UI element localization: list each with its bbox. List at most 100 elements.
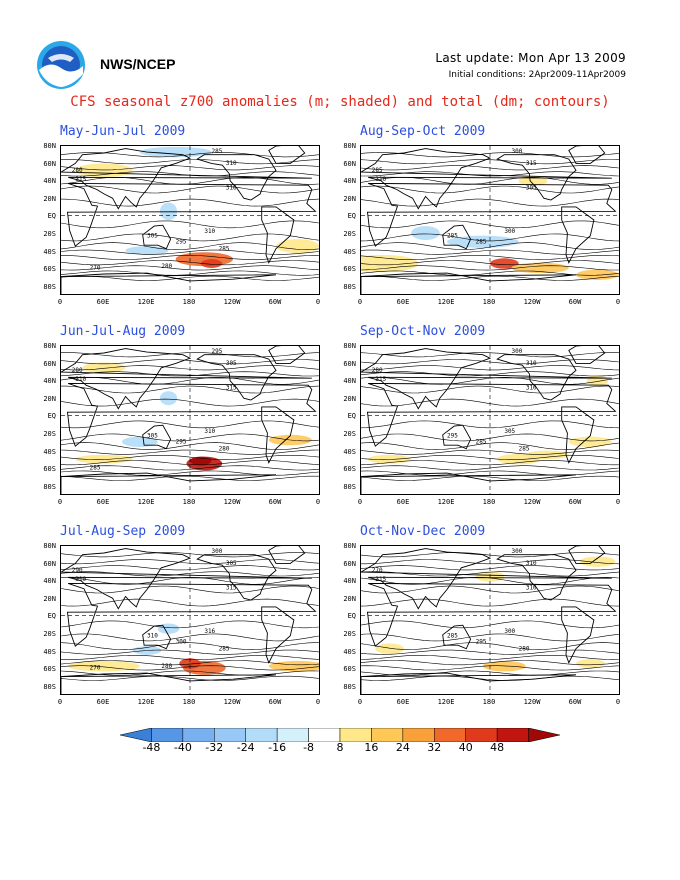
colorbar-swatch [371, 727, 404, 743]
contour-line [61, 465, 319, 471]
lat-tick-label: 80N [43, 542, 56, 550]
coastline [268, 346, 306, 364]
panel-title: Jul-Aug-Sep 2009 [60, 524, 186, 539]
anomaly-map-panel: 280 285 310 315 316 310 305 295 285 270 280 [60, 145, 320, 295]
colorbar-label: -32 [205, 741, 224, 754]
colorbar-label: -48 [142, 741, 161, 754]
anomaly-map-panel: 270 300 310 315 310 300 285 295 280 [360, 545, 620, 695]
lon-tick-label: 60E [396, 298, 410, 306]
contour-label: 285 [219, 645, 230, 652]
lon-tick-label: 180 [182, 498, 196, 506]
contour-line [361, 275, 619, 281]
contour-label: 280 [519, 645, 530, 652]
panel-title: May-Jun-Jul 2009 [60, 124, 186, 139]
lat-tick-label: 80S [343, 482, 356, 491]
lat-tick-label: 40S [43, 247, 56, 256]
contour-line [61, 420, 319, 429]
lat-tick-label: EQ [347, 212, 356, 221]
contour-label: 305 [147, 232, 158, 239]
contour-label: 285 [219, 245, 230, 252]
lat-tick-label: 80N [43, 342, 56, 350]
contour-line [61, 165, 319, 171]
lon-tick-label: 120E [437, 498, 455, 506]
contour-label: 310 [375, 176, 386, 183]
lat-tick-label: 40S [43, 447, 56, 456]
lat-tick-label: 60N [43, 159, 56, 168]
lat-tick-label: 20S [43, 430, 56, 439]
coastline [561, 206, 595, 264]
anomaly-shading [200, 259, 223, 268]
contour-line [61, 260, 319, 266]
lat-tick-label: 80N [343, 542, 356, 550]
coastline [261, 206, 295, 264]
contour-line [361, 642, 619, 650]
lon-tick-label: 120E [137, 498, 155, 506]
contour-line [61, 376, 319, 385]
contour-label: 270 [90, 265, 101, 272]
contour-line [361, 598, 619, 607]
contour-line [361, 571, 619, 577]
lon-tick-label: 120W [223, 498, 241, 506]
lon-tick-label: 60W [568, 698, 582, 706]
coastline [361, 348, 612, 410]
contour-line [61, 571, 319, 577]
lat-tick-label: 80N [343, 142, 356, 150]
lon-tick-label: 60E [96, 498, 110, 506]
colorbar-label: 8 [336, 741, 344, 754]
coastline [61, 348, 312, 410]
contour-line [361, 249, 619, 255]
anomaly-shading [490, 258, 519, 269]
colorbar-swatch [214, 727, 246, 743]
contour-label: 300 [212, 548, 223, 555]
lat-tick-label: 20S [343, 430, 356, 439]
coastline [366, 182, 617, 247]
contour-label: 310 [526, 385, 537, 392]
contour-label: 300 [504, 628, 515, 635]
lat-tick-label: 80S [43, 682, 56, 691]
contour-line [361, 198, 619, 207]
lon-tick-label: 0 [315, 298, 321, 306]
coastline [142, 624, 172, 650]
lat-tick-label: 80S [343, 282, 356, 291]
lat-tick-label: 40S [343, 247, 356, 256]
lon-tick-label: 180 [482, 298, 496, 306]
lon-tick-label: 180 [182, 698, 196, 706]
lon-tick-label: 0 [357, 498, 363, 506]
lon-tick-label: 60W [268, 498, 282, 506]
contour-line [61, 449, 319, 455]
contour-line [361, 449, 619, 455]
lon-tick-label: 0 [615, 298, 621, 306]
coastline [361, 672, 577, 694]
lon-tick-label: 60E [396, 698, 410, 706]
lat-tick-label: 60N [343, 359, 356, 368]
lat-tick-label: 60S [343, 265, 356, 274]
lat-tick-label: 60N [343, 559, 356, 568]
lat-tick-label: 40N [343, 577, 356, 586]
coastline [268, 546, 306, 564]
contour-label: 300 [504, 228, 515, 235]
lon-tick-label: 0 [315, 498, 321, 506]
lat-tick-label: 20S [343, 630, 356, 639]
lat-tick-label: 20S [343, 230, 356, 239]
contour-label: 310 [204, 228, 215, 235]
contour-label: 295 [176, 439, 187, 446]
colorbar-label: -16 [268, 741, 287, 754]
contour-label: 310 [75, 576, 86, 583]
contour-label: 285 [212, 148, 223, 155]
noaa-logo [36, 40, 86, 90]
colorbar-swatch [402, 727, 435, 743]
contour-line [361, 376, 619, 385]
lat-tick-label: 40N [343, 177, 356, 186]
anomaly-map-panel: 280 300 310 315 310 305 295 285 285 [360, 345, 620, 495]
contour-label: 310 [226, 160, 237, 167]
lat-tick-label: 60S [43, 465, 56, 474]
contour-line [361, 633, 619, 642]
contour-line [61, 352, 319, 358]
coastline [142, 224, 172, 250]
contour-line [61, 255, 319, 260]
contour-label: 285 [476, 439, 487, 446]
initial-conditions: Initial conditions: 2Apr2009-11Apr2009 [448, 70, 626, 80]
